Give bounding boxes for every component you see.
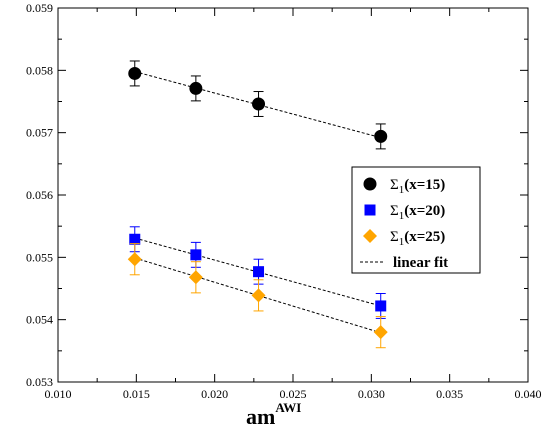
data-point [373,325,388,340]
x-tick-label: 0.040 [515,387,542,401]
data-point [188,270,203,285]
data-point [129,233,141,245]
data-point [253,266,265,278]
legend-label-symbol: Σ [390,229,399,245]
x-axis-label-superscript: AWI [275,400,301,415]
y-tick-label: 0.059 [26,1,53,15]
x-tick-label: 0.025 [280,387,307,401]
legend-label-symbol: Σ [390,203,399,219]
legend-label: Σ1(x=25) [390,229,445,248]
svg-text:amAWI: amAWI [246,400,301,429]
x-tick-label: 0.020 [201,387,228,401]
data-point [127,252,142,267]
y-tick-label: 0.056 [26,188,53,202]
data-point [128,66,142,80]
legend-label-subscript: 1 [399,184,405,196]
y-tick-label: 0.057 [26,126,53,140]
legend-label: Σ1(x=15) [390,177,445,196]
data-point [190,249,202,261]
legend-label-text: (x=15) [404,177,445,193]
fit-line [134,257,381,334]
y-tick-label: 0.055 [26,250,53,264]
legend-fit-label: linear fit [393,255,448,271]
y-tick-label: 0.058 [26,63,53,77]
x-tick-label: 0.035 [436,387,463,401]
axis-ticks: 0.010 0.015 0.020 0.025 0.030 0.035 0.040 0.053… [26,1,542,401]
legend-marker [363,229,377,243]
legend-marker [363,177,377,191]
data-point [251,288,266,303]
data-point [189,81,203,95]
legend-label-subscript: 1 [399,236,405,248]
data-point [252,97,266,111]
legend-label: Σ1(x=20) [390,203,445,222]
data-point [375,300,387,312]
x-axis-label-main: am [246,404,275,429]
legend-marker [364,204,376,216]
x-tick-label: 0.015 [123,387,150,401]
legend-label-text: (x=25) [404,229,445,245]
y-tick-label: 0.054 [26,313,53,327]
data-points [127,60,388,349]
x-tick-label: 0.010 [45,387,72,401]
legend-label-symbol: Σ [390,177,399,193]
data-point [374,129,388,143]
legend-label-text: (x=20) [404,203,445,219]
x-axis-label: amAWI [246,400,301,429]
legend-label-subscript: 1 [399,210,405,222]
x-tick-label: 0.030 [358,387,385,401]
y-tick-label: 0.053 [26,375,53,389]
legend: Σ1(x=15)Σ1(x=20)Σ1(x=25)linear fit [351,166,481,274]
